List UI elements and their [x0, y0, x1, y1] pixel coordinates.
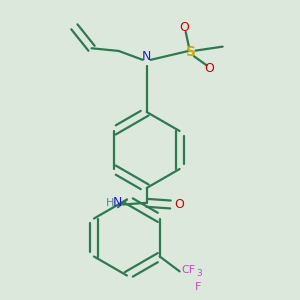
- Text: F: F: [195, 282, 201, 292]
- Text: O: O: [174, 198, 184, 211]
- Text: CF: CF: [181, 265, 195, 275]
- Text: O: O: [179, 21, 189, 34]
- Text: N: N: [142, 50, 152, 63]
- Text: S: S: [186, 45, 196, 58]
- Text: 3: 3: [197, 268, 203, 278]
- Text: N: N: [113, 196, 122, 209]
- Text: O: O: [205, 62, 214, 75]
- Text: H: H: [106, 198, 114, 208]
